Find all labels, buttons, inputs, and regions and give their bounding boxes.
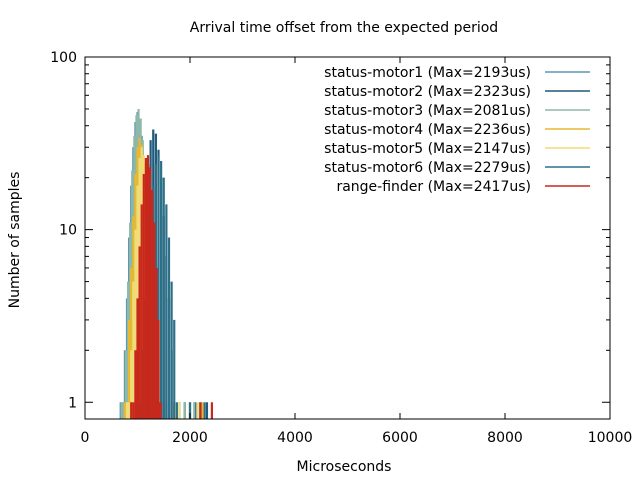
y-tick-label: 1 <box>68 395 77 411</box>
legend-label: range-finder (Max=2417us) <box>336 179 531 195</box>
y-tick-label: 10 <box>59 223 77 239</box>
y-axis-label: Number of samples <box>7 172 23 309</box>
bars-layer <box>119 108 213 419</box>
legend-label: status-motor2 (Max=2323us) <box>324 84 531 100</box>
x-tick-label: 10000 <box>588 430 633 446</box>
chart-title: Arrival time offset from the expected pe… <box>190 20 498 36</box>
x-tick-label: 2000 <box>172 430 208 446</box>
ticks-layer: 0 2000 4000 6000 8000 10000 1 10 100 <box>50 50 632 446</box>
x-tick-label: 6000 <box>382 430 418 446</box>
x-tick-label: 0 <box>81 430 90 446</box>
legend-label: status-motor4 (Max=2236us) <box>324 122 531 138</box>
legend-label: status-motor3 (Max=2081us) <box>324 103 531 119</box>
legend-label: status-motor1 (Max=2193us) <box>324 65 531 81</box>
x-tick-label: 8000 <box>487 430 523 446</box>
x-axis-label: Microseconds <box>297 459 392 475</box>
plot-frame <box>84 56 611 420</box>
x-tick-label: 4000 <box>277 430 313 446</box>
legend-label: status-motor6 (Max=2279us) <box>324 160 531 176</box>
y-tick-label: 100 <box>50 50 77 66</box>
legend: status-motor1 (Max=2193us) status-motor2 … <box>324 65 590 195</box>
legend-label: status-motor5 (Max=2147us) <box>324 141 531 157</box>
